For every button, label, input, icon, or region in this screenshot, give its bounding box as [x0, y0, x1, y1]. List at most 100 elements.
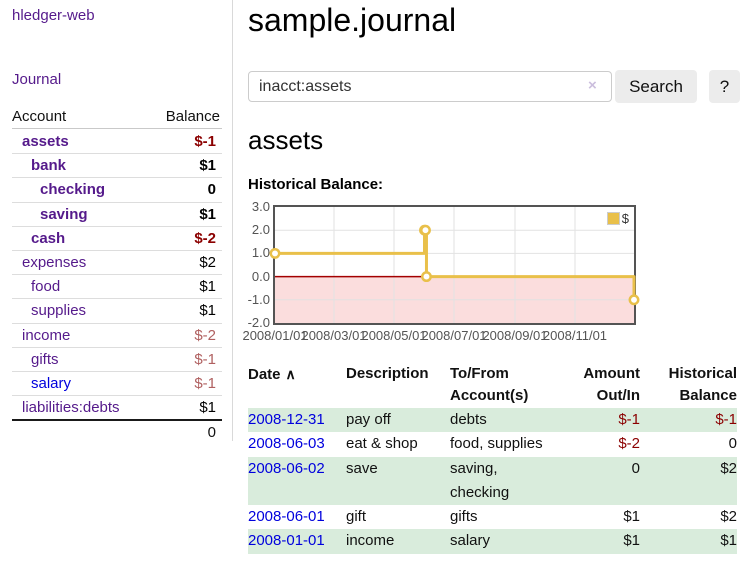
register-date-cell: 2008-06-02	[248, 457, 346, 506]
y-tick-label: 0.0	[251, 268, 270, 284]
account-link[interactable]: checking	[40, 181, 106, 199]
account-link[interactable]: liabilities:debts	[22, 399, 120, 417]
help-button[interactable]: ?	[709, 70, 740, 103]
y-tick-label: 3.0	[251, 199, 270, 214]
y-tick-label: -1.0	[247, 291, 270, 307]
clear-search-icon[interactable]: ×	[588, 77, 597, 94]
search-button[interactable]: Search	[615, 70, 697, 103]
account-row: cash $-2	[12, 225, 222, 250]
register-accounts-cell: gifts	[450, 508, 478, 526]
register-date-cell: 2008-12-31	[248, 408, 346, 432]
account-row: gifts $-1	[12, 346, 222, 371]
account-link[interactable]: assets	[22, 132, 69, 150]
account-link[interactable]: salary	[31, 374, 72, 392]
balance-column-header-register: Historical Balance	[668, 365, 737, 404]
register-description-cell: pay off	[346, 411, 391, 428]
account-balance: $1	[199, 302, 216, 320]
accounts-total-value: 0	[207, 423, 216, 441]
account-balance: $-2	[194, 326, 216, 344]
sort-ascending-icon: ∧	[285, 366, 296, 382]
account-link[interactable]: saving	[40, 205, 88, 223]
register-table: Date ∧ Description To/From Account(s) Amo…	[248, 362, 737, 554]
x-tick-label: 2008/11/01	[542, 328, 608, 343]
account-balance: $-1	[194, 350, 216, 368]
account-link[interactable]: supplies	[31, 302, 87, 320]
register-row: 2008-12-31 pay off debts $-1 $-1	[248, 408, 737, 433]
accounts-column-header: To/From Account(s)	[450, 365, 529, 404]
accounts-total-row: 0	[12, 419, 222, 443]
chart-plot: $	[269, 205, 640, 325]
account-row: food $1	[12, 274, 222, 298]
search-form: × Search ?	[248, 70, 742, 103]
transaction-date-link[interactable]: 2008-06-01	[248, 508, 325, 526]
register-balance-cell: $2	[720, 459, 737, 477]
transaction-date-link[interactable]: 2008-06-02	[248, 459, 325, 477]
chart-caption: Historical Balance:	[248, 176, 384, 193]
description-column-header: Description	[346, 365, 429, 382]
account-link[interactable]: income	[22, 326, 71, 344]
account-row: income $-2	[12, 322, 222, 347]
chart-svg	[269, 207, 640, 323]
register-description-cell: save	[346, 459, 378, 477]
account-link[interactable]: food	[31, 278, 61, 296]
transaction-date-link[interactable]: 2008-12-31	[248, 411, 325, 428]
register-balance-cell: 0	[728, 435, 737, 453]
account-link[interactable]: bank	[31, 157, 67, 175]
x-tick-label: 2008/05/01	[361, 328, 427, 343]
account-row: supplies $1	[12, 298, 222, 322]
account-row: expenses $2	[12, 249, 222, 274]
register-row: 2008-06-02 save saving, checking 0 $2	[248, 456, 737, 506]
account-page-title: assets	[248, 125, 324, 155]
accounts-table-header: Account Balance	[12, 104, 222, 129]
transaction-date-link[interactable]: 2008-01-01	[248, 532, 325, 550]
register-header-row: Date ∧ Description To/From Account(s) Amo…	[248, 362, 737, 408]
register-description-cell: gift	[346, 508, 367, 526]
register-accounts-cell: food, supplies	[450, 435, 543, 453]
register-balance-cell: $-1	[715, 411, 737, 428]
account-balance: $1	[199, 205, 216, 223]
account-balance: $1	[199, 278, 216, 296]
register-date-cell: 2008-06-01	[248, 505, 346, 529]
account-balance: $-1	[194, 374, 216, 392]
account-link[interactable]: gifts	[31, 350, 59, 368]
x-tick-label: 2008/09/01	[482, 328, 548, 343]
register-accounts-cell: saving, checking	[450, 459, 510, 501]
y-tick-label: 2.0	[251, 222, 270, 238]
page-title: sample.journal	[248, 2, 457, 38]
legend-swatch-icon	[606, 212, 620, 225]
x-tick-label: 2008/03/01	[301, 328, 367, 343]
register-amount-cell: $-1	[618, 411, 640, 428]
sidebar: hledger-web Journal Account Balance asse…	[0, 0, 233, 441]
date-column-header[interactable]: Date ∧	[248, 366, 296, 383]
legend-label: $	[621, 211, 629, 226]
y-tick-label: -2.0	[247, 315, 270, 330]
accounts-table: Account Balance assets $-1 bank $1 checking 0…	[12, 104, 222, 443]
register-row: 2008-06-03 eat & shop food, supplies $-2 0	[248, 432, 737, 456]
account-link[interactable]: expenses	[22, 254, 87, 272]
register-date-cell: 2008-01-01	[248, 529, 346, 553]
account-link[interactable]: cash	[31, 229, 66, 247]
account-balance: 0	[207, 181, 216, 199]
register-amount-cell: $1	[623, 508, 640, 526]
register-balance-cell: $1	[720, 532, 737, 550]
balance-chart: 3.0 2.0 1.0 0.0 -1.0 -2.0 $ 2008/01/01 2008/03…	[234, 198, 742, 348]
account-row: assets $-1	[12, 129, 222, 153]
account-balance: $2	[199, 254, 216, 272]
x-tick-label: 2008/07/01	[421, 328, 487, 343]
chart-legend: $	[606, 211, 629, 226]
y-tick-label: 1.0	[251, 245, 270, 261]
register-description-cell: income	[346, 532, 395, 550]
account-balance: $-1	[194, 132, 216, 150]
search-input[interactable]	[248, 71, 612, 102]
transaction-date-link[interactable]: 2008-06-03	[248, 435, 325, 453]
account-balance: $1	[199, 157, 216, 175]
app-title-link[interactable]: hledger-web	[12, 7, 95, 24]
sidebar-item-journal[interactable]: Journal	[12, 71, 62, 88]
account-column-header: Account	[12, 107, 67, 125]
register-table-body: 2008-12-31 pay off debts $-1 $-1 2008-06-03 ea…	[248, 408, 737, 554]
register-balance-cell: $2	[720, 508, 737, 526]
register-amount-cell: $1	[623, 532, 640, 550]
accounts-table-body: assets $-1 bank $1 checking 0 saving $1 cash $-2 e…	[12, 129, 222, 419]
register-date-cell: 2008-06-03	[248, 432, 346, 456]
register-row: 2008-01-01 income salary $1 $1	[248, 529, 737, 554]
